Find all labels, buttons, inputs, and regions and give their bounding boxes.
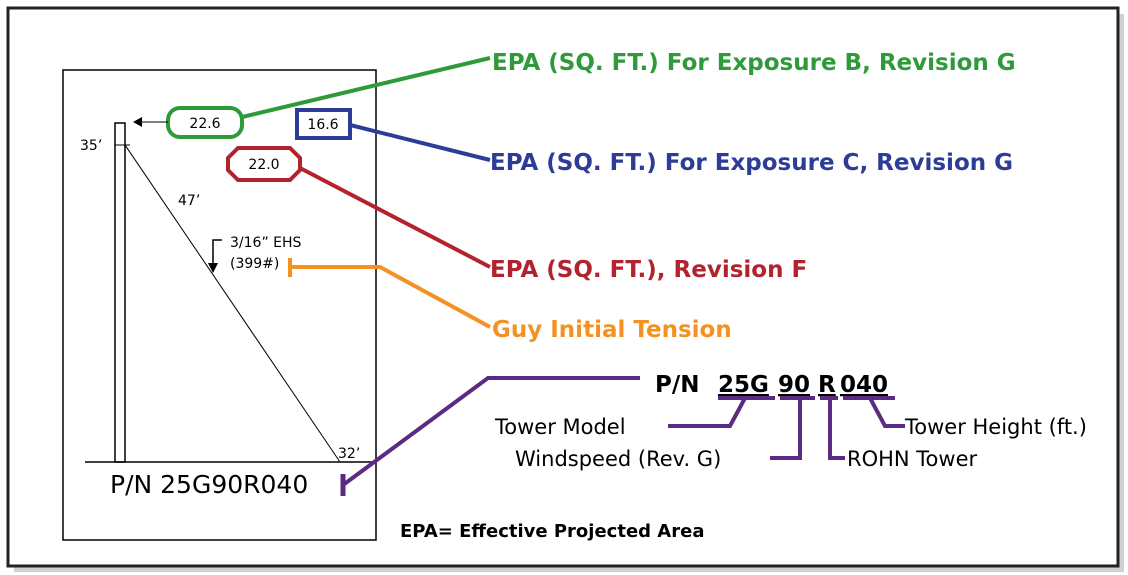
pn-model: 25G [718,372,769,398]
connector [868,397,905,428]
leader [341,376,640,487]
pn-windspeed: 90 [778,372,810,398]
epa-c: 16.6 [307,117,338,133]
callout-c: EPA (SQ. FT.) For Exposure C, Revision G [490,150,1013,176]
pn-maker: R [818,372,836,398]
arrowhead [133,117,142,127]
callout-b: EPA (SQ. FT.) For Exposure B, Revision G [492,50,1016,76]
epa-f: 22.0 [248,157,279,173]
leader [299,166,491,269]
epa-f-box [226,146,302,182]
connector [668,397,747,428]
footnote: EPA= Effective Projected Area [400,521,704,542]
pn-prefix: P/N [655,372,700,398]
callout-f: EPA (SQ. FT.), Revision F [490,257,807,283]
bracket [212,239,222,268]
guy-tension: (399#) [230,256,279,272]
guy-size: 3/16” EHS [230,235,302,251]
guy-wire [124,144,341,463]
epa-c-box [295,108,352,140]
pn-height: 040 [840,372,888,398]
tower-box [62,69,377,541]
part-height: Tower Height (ft.) [904,415,1087,439]
part-windspeed: Windspeed (Rev. G) [515,447,721,471]
part-model: Tower Model [494,415,626,439]
part-number: P/N 25G90R040 [110,470,308,499]
anchor-distance: 32’ [338,446,360,462]
height-label: 35’ [80,138,102,154]
arrowhead [208,263,218,273]
guy-length: 47’ [178,193,200,209]
callout-tension: Guy Initial Tension [492,317,732,343]
part-maker: ROHN Tower [847,447,977,471]
connector [770,398,802,460]
connector [828,398,845,460]
leader [290,265,491,329]
leader [241,56,491,119]
frame [6,6,1120,568]
epa-b: 22.6 [189,116,220,132]
leader [349,123,491,162]
